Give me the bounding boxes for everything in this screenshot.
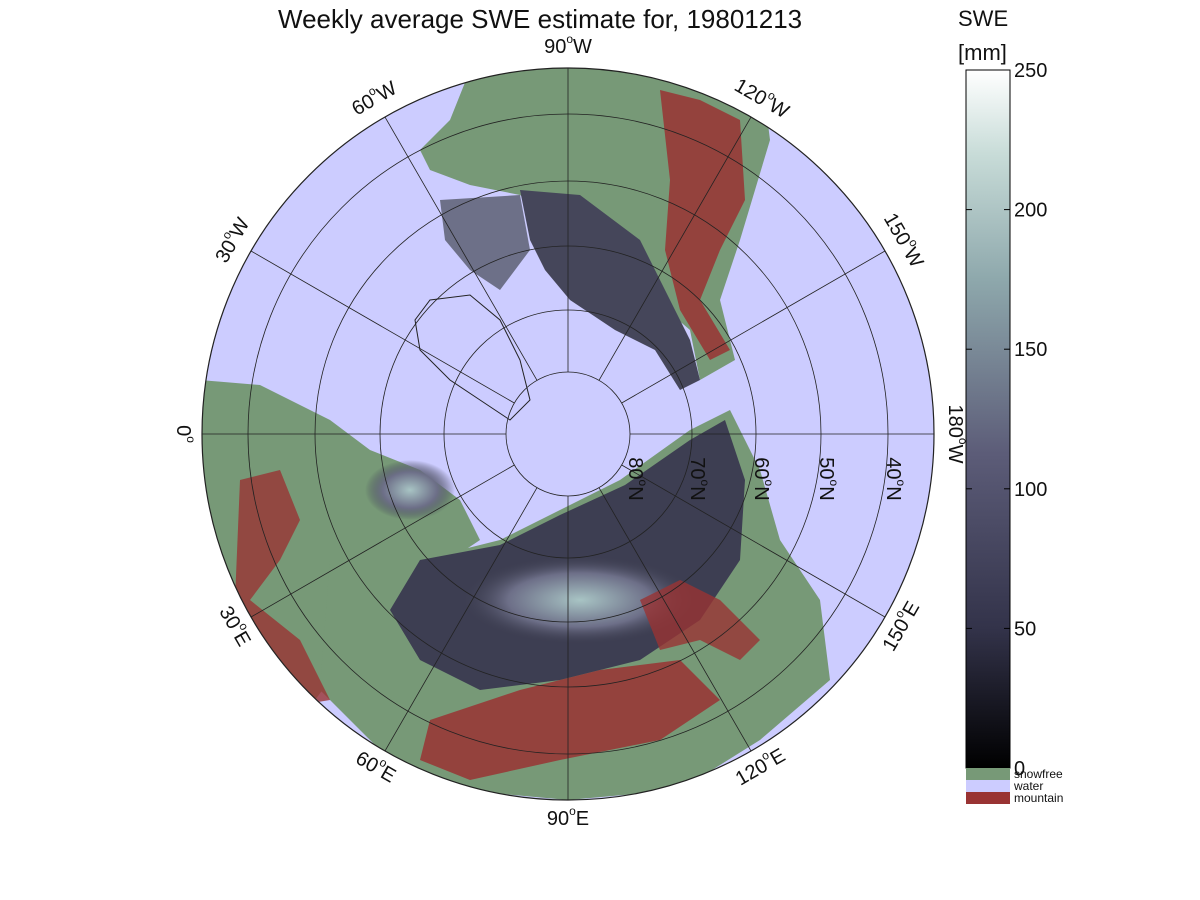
colorbar-tick-label: 150 (1014, 339, 1047, 361)
colorbar-tick-label: 50 (1014, 618, 1036, 640)
colorbar-tick-label: 100 (1014, 479, 1047, 501)
meridian-line (250, 250, 515, 404)
latitude-label: 80oN (624, 457, 650, 500)
longitude-label: 0o (172, 425, 198, 443)
meridian-line (384, 487, 538, 752)
colorbar-unit: [mm] (958, 40, 1007, 65)
colorbar-gradient (965, 69, 1011, 769)
snowcover-scandinavia (365, 460, 455, 520)
snowcover-canada-west (440, 195, 530, 290)
mountain-east-siberia (640, 580, 760, 660)
legend-swatch (966, 780, 1010, 792)
meridian-line (250, 464, 515, 618)
colorbar-tick-label: 0 (1014, 758, 1025, 780)
longitude-label: 180oW (944, 405, 970, 464)
colorbar-tick-label: 200 (1014, 200, 1047, 222)
snowcover-north-america (520, 190, 700, 390)
greenland-outline (414, 294, 531, 421)
colorbar-tick-label: 250 (1014, 60, 1047, 82)
figure-title: Weekly average SWE estimate for, 1980121… (278, 4, 803, 34)
meridian-line (598, 487, 752, 752)
colorbar-label: SWE (958, 6, 1009, 31)
meridian-line (598, 116, 752, 381)
legend-swatch (966, 792, 1010, 804)
colorbar-ticks: 0 50 100 150 200 250 (966, 60, 1047, 780)
latitude-label: 70oN (686, 457, 712, 500)
legend-label: snowfree (1014, 767, 1063, 781)
land-layer (202, 68, 830, 800)
meridian-line (621, 250, 886, 404)
latitude-label: 50oN (815, 457, 841, 500)
legend-swatch (966, 768, 1010, 780)
latitude-label: 40oN (882, 457, 908, 500)
legend-label: mountain (1014, 791, 1063, 805)
longitude-label: 90oE (547, 804, 589, 830)
longitude-label: 90oW (544, 32, 592, 58)
mountain-central-asia (420, 660, 720, 780)
meridian-line (384, 116, 538, 381)
latitude-label: 60oN (750, 457, 776, 500)
snowcover-high-swe (460, 555, 700, 645)
legend-label: water (1013, 779, 1043, 793)
mountain-rockies (660, 90, 745, 360)
meridian-line (621, 464, 886, 618)
